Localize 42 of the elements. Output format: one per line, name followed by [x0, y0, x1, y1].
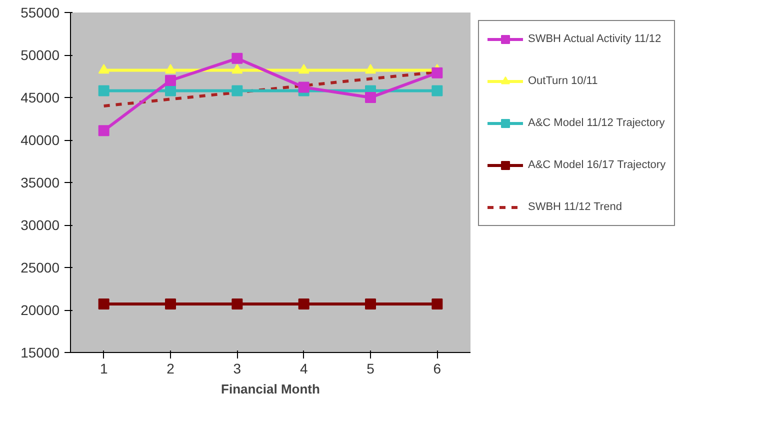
x-tick-label: 6: [433, 360, 442, 376]
x-axis-title: Financial Month: [221, 382, 320, 396]
legend-label: SWBH 11/12 Trend: [528, 201, 622, 213]
y-tick-label: 55000: [20, 4, 60, 20]
y-tick-label: 35000: [20, 174, 60, 190]
point: [165, 298, 176, 310]
legend-label: SWBH Actual Activity 11/12: [528, 33, 662, 45]
point: [365, 64, 376, 74]
legend-label: A&C Model 11/12 Trajectory: [528, 117, 665, 129]
x-tick-label: 1: [100, 360, 108, 376]
x-tick-label: 3: [233, 360, 242, 376]
y-tick-label: 15000: [20, 344, 60, 360]
y-tick-label: 45000: [20, 90, 60, 106]
point: [365, 298, 376, 310]
point: [165, 64, 176, 74]
point: [98, 85, 110, 96]
point: [232, 64, 243, 74]
point: [298, 82, 310, 93]
y-tick-label: 25000: [20, 260, 60, 276]
point: [165, 75, 176, 86]
legend-label: OutTurn 10/11: [528, 75, 598, 87]
point: [432, 85, 443, 96]
x-tick-label: 5: [366, 360, 375, 376]
point: [432, 298, 443, 310]
x-tick-label: 4: [300, 360, 308, 376]
y-tick-label: 50000: [20, 47, 60, 63]
point: [298, 298, 310, 310]
x-tick-label: 2: [166, 360, 175, 376]
point: [232, 85, 243, 96]
point: [98, 125, 110, 136]
point: [98, 64, 110, 74]
point: [165, 85, 176, 96]
point: [365, 92, 376, 103]
point: [432, 67, 443, 78]
point: [298, 64, 310, 74]
y-tick-label: 40000: [20, 132, 60, 148]
legend-label: A&C Model 16/17 Trajectory: [528, 159, 666, 171]
y-tick-label: 20000: [20, 302, 60, 318]
point: [232, 298, 243, 310]
y-tick-label: 30000: [20, 217, 60, 233]
point: [232, 52, 243, 64]
point: [98, 298, 110, 310]
